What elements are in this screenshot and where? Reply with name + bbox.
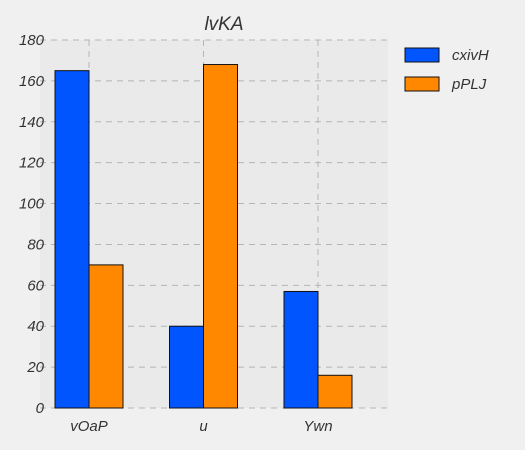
legend: cxivH pPLJ: [404, 47, 489, 93]
chart-title: lvKA: [204, 14, 243, 35]
bar-pPLJ-vOaP: [88, 264, 124, 409]
legend-swatch-pPLJ: [404, 76, 440, 92]
x-tick-label: vOaP: [70, 418, 108, 435]
y-tick-label: 100: [19, 196, 45, 213]
legend-label-pPLJ: pPLJ: [451, 76, 487, 93]
legend-swatch-cxivH: [404, 47, 440, 63]
y-tick-label: 60: [27, 277, 44, 294]
x-tick-label: Ywn: [303, 418, 332, 435]
y-tick-label: 180: [19, 32, 45, 49]
legend-label-cxivH: cxivH: [452, 47, 489, 64]
y-tick-label: 20: [26, 359, 44, 376]
y-tick-label: 40: [27, 318, 44, 335]
bar-pPLJ-Ywn: [317, 374, 353, 409]
y-tick-label: 120: [19, 155, 45, 172]
bar-cxivH-vOaP: [54, 70, 90, 409]
bar-cxivH-Ywn: [283, 290, 319, 409]
bars: [54, 64, 353, 409]
y-tick-label: 0: [36, 400, 45, 417]
x-tick-label: u: [199, 418, 208, 435]
y-tick-label: 160: [19, 73, 45, 90]
bar-cxivH-u: [169, 325, 204, 409]
y-tick-label: 140: [19, 114, 45, 131]
bar-pPLJ-u: [203, 64, 238, 409]
y-tick-label: 80: [27, 236, 44, 253]
axis-labels: 0 20 40 60 80 100 120 140 160 180 vOaP u Ywn: [19, 32, 333, 435]
